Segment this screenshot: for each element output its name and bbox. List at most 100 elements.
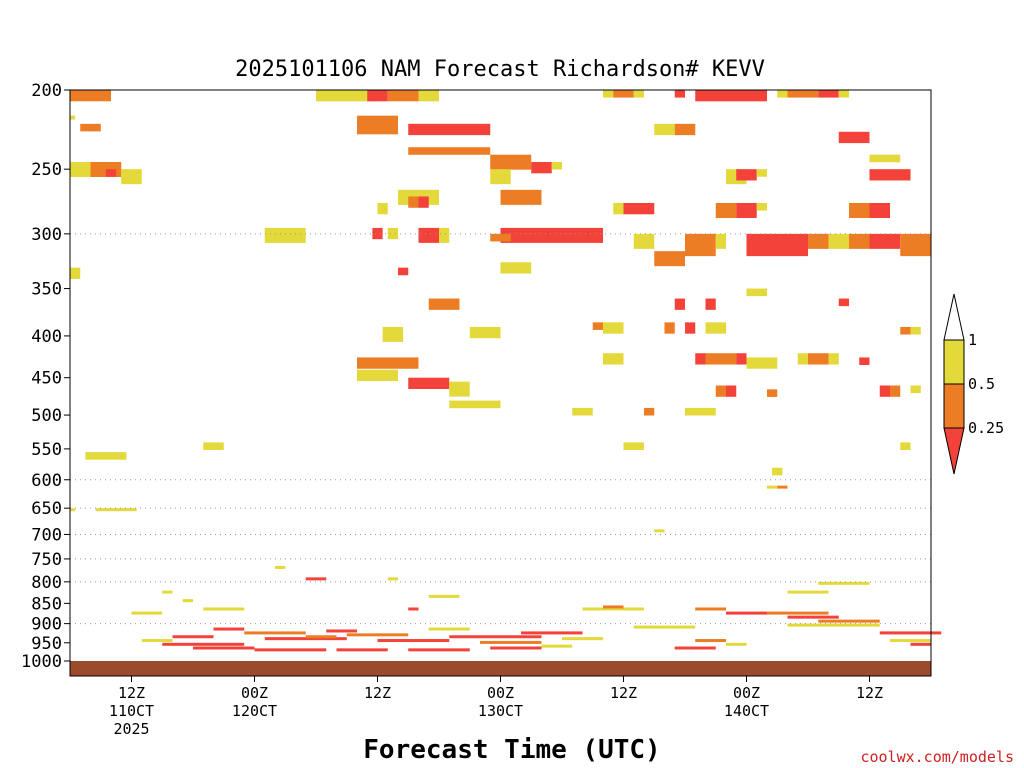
heatmap-cell xyxy=(767,389,778,397)
heatmap-cell xyxy=(582,607,644,611)
heatmap-cell xyxy=(418,90,439,102)
heatmap-cell xyxy=(828,233,849,249)
heatmap-cell xyxy=(715,202,737,218)
heatmap-cell xyxy=(787,623,880,627)
heatmap-cell xyxy=(787,615,839,619)
heatmap-cell xyxy=(398,267,409,276)
heatmap-cell xyxy=(428,594,460,598)
y-tick-label: 1000 xyxy=(21,652,62,672)
colorbar-bottom-arrow xyxy=(943,427,965,475)
heatmap-cell xyxy=(654,529,665,533)
heatmap-cell xyxy=(705,298,716,310)
heatmap-cell xyxy=(736,353,747,365)
heatmap-cell xyxy=(490,169,511,185)
heatmap-cell xyxy=(70,161,91,178)
heatmap-cell xyxy=(326,629,357,633)
heatmap-cell xyxy=(408,123,491,136)
heatmap-cell xyxy=(408,377,450,390)
heatmap-cell xyxy=(777,90,788,98)
heatmap-cell xyxy=(449,635,542,639)
y-tick-label: 500 xyxy=(31,406,62,426)
heatmap-cell xyxy=(172,635,214,639)
x-tick-label: 12Z xyxy=(118,684,145,702)
heatmap-cell xyxy=(408,607,419,611)
heatmap-cell xyxy=(644,407,655,416)
heatmap-cell xyxy=(797,353,808,365)
y-tick-label: 350 xyxy=(31,280,62,300)
heatmap-cell xyxy=(275,565,286,569)
heatmap-cell xyxy=(264,227,306,243)
heatmap-cell xyxy=(890,639,931,643)
heatmap-cell xyxy=(387,577,398,581)
heatmap-cell xyxy=(685,322,696,334)
x-tick-label: 00Z xyxy=(487,684,514,702)
heatmap-cell xyxy=(449,381,470,397)
heatmap-cell xyxy=(787,90,819,98)
heatmap-cell xyxy=(357,115,398,135)
heatmap-cell xyxy=(808,233,829,249)
heatmap-cell xyxy=(408,147,491,155)
heatmap-cell xyxy=(685,407,716,416)
heatmap-cell xyxy=(408,196,419,208)
heatmap-cell xyxy=(490,233,511,242)
heatmap-cell xyxy=(910,385,921,394)
heatmap-cell xyxy=(736,169,757,181)
heatmap-cell xyxy=(305,577,327,581)
y-tick-label: 800 xyxy=(31,573,62,593)
heatmap-cell xyxy=(879,385,890,397)
y-tick-label: 650 xyxy=(31,499,62,519)
heatmap-cell xyxy=(105,169,117,177)
heatmap-cell xyxy=(377,202,388,215)
heatmap-cell xyxy=(70,508,76,512)
heatmap-cell xyxy=(664,322,675,334)
heatmap-cell xyxy=(357,357,419,369)
heatmap-cell xyxy=(654,251,685,267)
y-tick-label: 750 xyxy=(31,550,62,570)
y-tick-label: 550 xyxy=(31,440,62,460)
heatmap-cell xyxy=(500,227,603,243)
heatmap-cell xyxy=(449,400,501,409)
heatmap-cell xyxy=(654,123,675,136)
heatmap-cell xyxy=(162,590,173,594)
heatmap-cell xyxy=(418,227,439,243)
heatmap-cell xyxy=(382,326,404,342)
heatmap-cell xyxy=(562,637,603,641)
heatmap-cell xyxy=(623,202,655,215)
heatmap-cell xyxy=(592,322,603,330)
heatmap-cell xyxy=(900,442,911,450)
heatmap-cell xyxy=(613,90,634,98)
x-axis-label: Forecast Time (UTC) xyxy=(363,735,660,765)
heatmap-cell xyxy=(603,90,614,98)
heatmap-cell xyxy=(367,90,388,102)
heatmap-cell xyxy=(500,189,542,205)
heatmap-cell xyxy=(756,202,767,211)
x-tick-label: 12Z xyxy=(856,684,883,702)
colorbar-label-1: 1 xyxy=(968,331,977,349)
source-footer: coolwx.com/models xyxy=(860,748,1014,766)
y-tick-label: 950 xyxy=(31,634,62,654)
heatmap-cell xyxy=(131,611,163,615)
heatmap-cell xyxy=(767,611,829,615)
colorbar-label-0.5: 0.5 xyxy=(968,375,995,393)
heatmap-cell xyxy=(603,322,624,334)
heatmap-cell xyxy=(746,233,808,257)
heatmap-cell xyxy=(541,644,573,648)
heatmap-cell xyxy=(726,385,737,397)
heatmap-cell xyxy=(603,353,624,365)
heatmap-cell xyxy=(316,90,357,102)
heatmap-cell xyxy=(674,90,685,98)
heatmap-cell xyxy=(869,154,901,163)
heatmap-cell xyxy=(879,631,942,635)
x-tick-label: 140CT xyxy=(724,702,769,720)
x-tick-label: 110CT xyxy=(109,702,154,720)
heatmap-cell xyxy=(551,161,562,170)
heatmap-cell xyxy=(869,169,911,181)
heatmap-cell xyxy=(808,353,829,365)
heatmap-cell xyxy=(623,442,644,450)
heatmap-cells xyxy=(70,90,942,676)
heatmap-cell xyxy=(346,633,409,637)
heatmap-cell xyxy=(890,385,901,397)
heatmap-cell xyxy=(910,326,921,335)
ground-surface-band xyxy=(70,661,931,676)
heatmap-cell xyxy=(372,227,383,240)
